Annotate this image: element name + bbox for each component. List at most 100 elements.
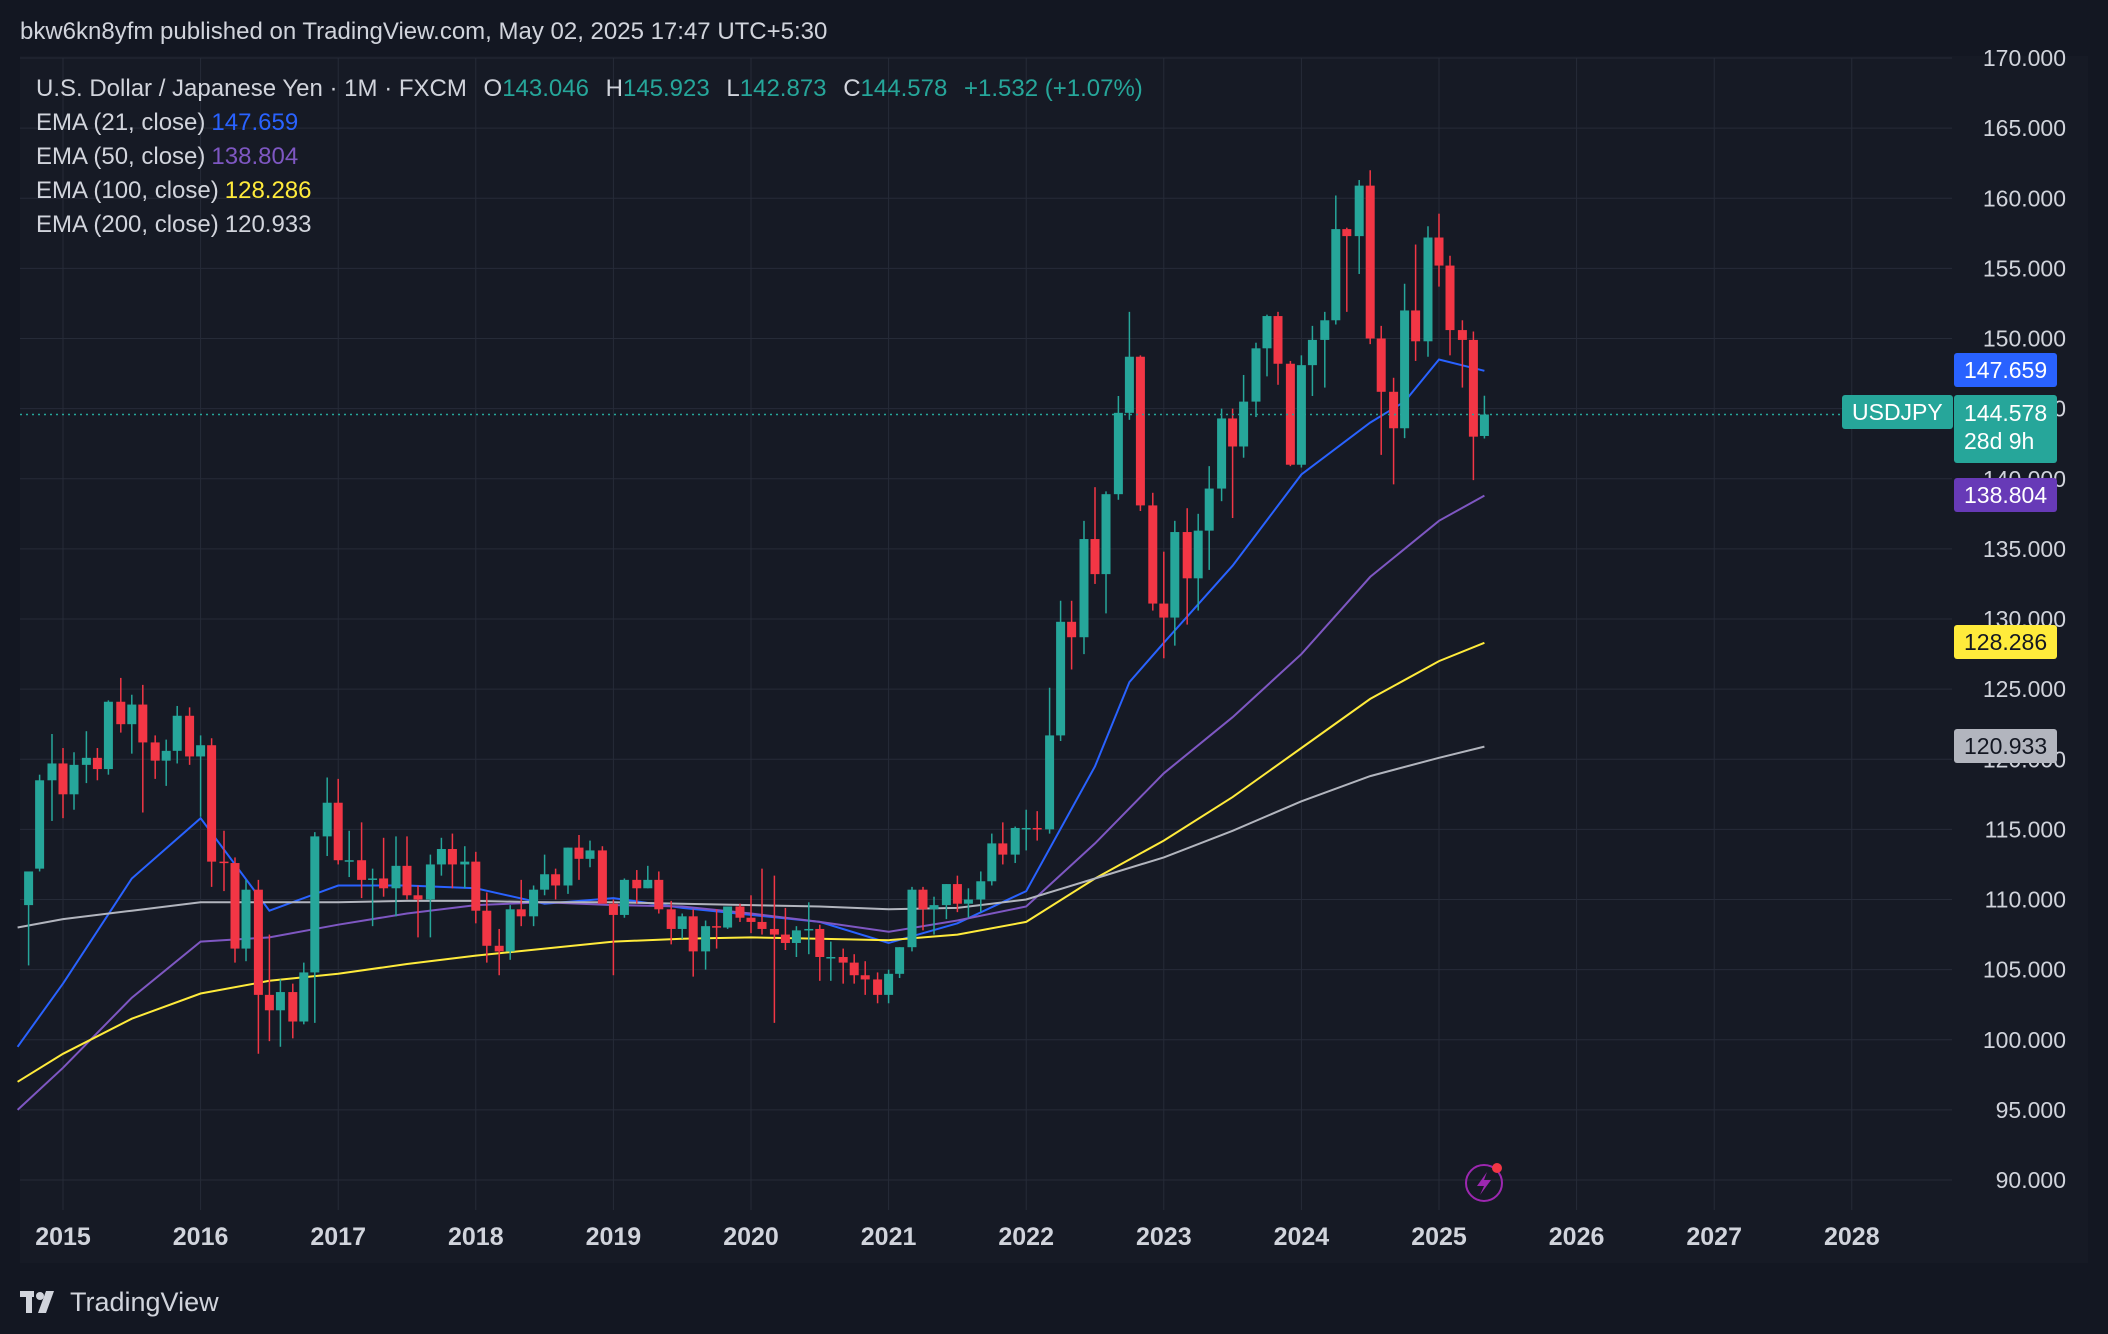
candle-body — [460, 861, 470, 865]
candle-body — [1434, 237, 1444, 266]
candle — [551, 868, 561, 900]
candle-body — [275, 992, 285, 1011]
candle-body — [757, 921, 767, 929]
candle-body — [482, 910, 492, 946]
candle-body — [1389, 391, 1399, 429]
symbol-label[interactable]: U.S. Dollar / Japanese Yen · 1M · FXCM — [36, 75, 467, 102]
candle — [769, 875, 779, 1023]
candle — [815, 924, 825, 981]
candle — [172, 705, 182, 764]
candle-body — [895, 947, 905, 974]
candle — [1479, 395, 1489, 439]
y-tick-label: 155.000 — [1983, 255, 2066, 281]
candle-body — [918, 889, 928, 910]
candle — [1193, 513, 1203, 611]
candle — [460, 846, 470, 889]
candle-body — [1479, 414, 1489, 436]
candle — [1228, 408, 1238, 519]
candle-body — [391, 865, 401, 889]
candle — [757, 868, 767, 935]
candle-body — [746, 917, 756, 922]
chart-frame[interactable] — [20, 56, 2088, 1263]
candle-body — [1113, 412, 1123, 495]
candle — [344, 830, 354, 878]
candle — [185, 707, 195, 765]
candle-body — [127, 704, 137, 725]
candle — [929, 896, 939, 935]
candle-body — [929, 905, 939, 910]
candle — [1159, 551, 1169, 659]
y-tick-label: 100.000 — [1983, 1027, 2066, 1053]
x-tick-label: 2018 — [448, 1223, 504, 1251]
candle — [1285, 360, 1295, 467]
candle-body — [150, 742, 160, 761]
low-value: 142.873 — [739, 75, 827, 102]
candle — [746, 895, 756, 934]
last-price-badge: 144.578 28d 9h — [1954, 395, 2058, 463]
ema200-label: EMA (200, close) — [36, 211, 219, 238]
candle — [357, 822, 367, 899]
candle — [69, 752, 79, 810]
candle-body — [1182, 532, 1192, 579]
candle — [597, 846, 607, 904]
candle-body — [253, 889, 263, 995]
candle-body — [516, 909, 526, 917]
legend-ema100[interactable]: EMA (100, close) 128.286 — [36, 174, 1143, 208]
legend-ema50[interactable]: EMA (50, close) 138.804 — [36, 140, 1143, 174]
candle — [391, 836, 401, 917]
candle-body — [529, 889, 539, 917]
candle — [1273, 311, 1283, 385]
candle-body — [1124, 356, 1134, 413]
candle-body — [815, 928, 825, 958]
candle-body — [1445, 265, 1455, 331]
candle — [275, 979, 285, 1047]
grid-lines — [20, 57, 1952, 1210]
candle — [952, 875, 962, 913]
candle-body — [1010, 827, 1020, 855]
close-value: 144.578 — [860, 75, 948, 102]
candle-body — [413, 895, 423, 900]
x-tick-label: 2019 — [586, 1223, 642, 1251]
candle-body — [791, 930, 801, 943]
candle — [161, 739, 171, 786]
candle — [447, 833, 457, 889]
candle-body — [344, 860, 354, 862]
tradingview-brand[interactable]: TradingView — [20, 1282, 219, 1322]
candle-body — [379, 878, 389, 889]
candle — [1296, 355, 1306, 468]
candle-body — [574, 847, 584, 859]
legend-ema200[interactable]: EMA (200, close) 120.933 — [36, 208, 1143, 242]
x-tick-label: 2020 — [723, 1223, 779, 1251]
candles — [24, 170, 1489, 1054]
candle — [1182, 508, 1192, 625]
candle-body — [1251, 348, 1261, 402]
candle — [322, 777, 332, 857]
candle — [1423, 226, 1433, 357]
candle-body — [1342, 229, 1352, 237]
candle — [1251, 342, 1261, 418]
candle-body — [735, 906, 745, 918]
candle — [632, 870, 642, 904]
y-tick-label: 105.000 — [1983, 957, 2066, 983]
x-tick-label: 2026 — [1549, 1223, 1605, 1251]
candle-body — [1296, 365, 1306, 465]
candle-body — [608, 903, 618, 915]
candle — [1032, 811, 1042, 841]
candle — [654, 871, 664, 914]
ema100-price-badge: 128.286 — [1954, 625, 2058, 659]
legend-ema21[interactable]: EMA (21, close) 147.659 — [36, 106, 1143, 140]
y-axis-ticks: 170.000165.000160.000155.000150.000145.0… — [1983, 45, 2066, 1193]
y-tick-label: 110.000 — [1985, 887, 2066, 913]
lightning-icon[interactable] — [1465, 1163, 1503, 1202]
candle-body — [447, 849, 457, 865]
candle — [1067, 600, 1077, 670]
x-axis-ticks: 2015 2016 2017 2018 2019 2020 2021 2022 2023 2024… — [35, 1223, 1880, 1251]
candle — [849, 954, 859, 984]
candle — [1010, 826, 1020, 864]
open-label: O — [483, 75, 503, 102]
candle — [368, 868, 378, 927]
candle — [701, 920, 711, 970]
candle-body — [952, 884, 962, 904]
candle-body — [643, 879, 653, 889]
